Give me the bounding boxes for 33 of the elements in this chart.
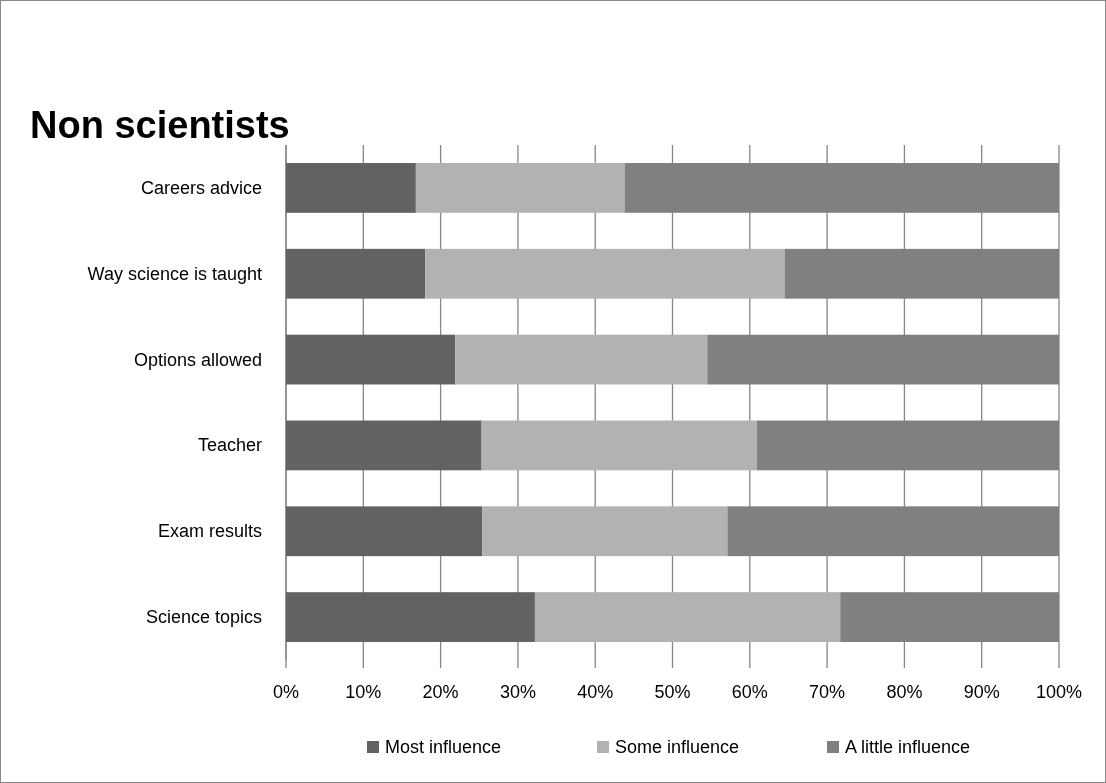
x-tick-label: 60% [731, 682, 768, 702]
x-tick-label: 80% [886, 682, 923, 702]
x-tick-label: 10% [345, 682, 382, 702]
x-tick-label: 50% [654, 682, 691, 702]
y-tick-label: Careers advice [140, 177, 262, 198]
bar [286, 248, 426, 299]
x-tick-label: 40% [577, 682, 614, 702]
bar [286, 420, 482, 471]
bar [481, 420, 757, 471]
x-tick-label: 20% [422, 682, 459, 702]
bar [286, 163, 416, 213]
bar [425, 248, 785, 299]
bar [286, 334, 456, 385]
legend-label: A little influence [845, 737, 971, 757]
legend-label: Most influence [385, 737, 502, 757]
x-tick-label: 100% [1035, 682, 1083, 702]
chart-title: Non scientists [30, 104, 290, 146]
x-tick-label: 90% [963, 682, 1000, 702]
x-tick-label: 70% [809, 682, 846, 702]
y-tick-label: Way science is taught [87, 263, 262, 284]
legend-label: Some influence [615, 737, 740, 757]
bar [455, 334, 708, 385]
bar [286, 592, 535, 642]
bar [482, 506, 728, 557]
y-tick-label: Exam results [157, 521, 262, 542]
y-tick-label: Teacher [197, 435, 262, 456]
bar [286, 506, 483, 557]
y-tick-label: Options allowed [133, 349, 262, 370]
y-tick-label: Science topics [145, 607, 262, 628]
x-tick-label: 0% [272, 682, 300, 702]
bar [534, 592, 841, 642]
x-tick-label: 30% [499, 682, 536, 702]
bar [415, 163, 625, 213]
